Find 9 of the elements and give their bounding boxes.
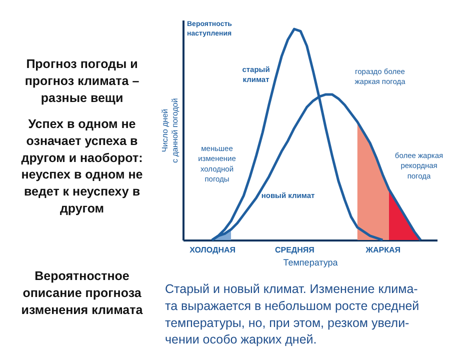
text: Вероятностное описание прогноза изменения климата (21, 269, 144, 317)
x-axis-title: Температура (283, 258, 338, 268)
text: Старый и новый климат. Изменение клима- та выражается в небольшом росте средней температуры, но, при этом, резком увели- чении особо жарких дней. (165, 282, 420, 347)
x-tick-label: ХОЛОДНАЯ (190, 246, 236, 254)
x-tick-label: СРЕДНЯЯ (274, 246, 315, 254)
text: Прогноз погоды и прогноз климата – разные вещи (24, 57, 140, 105)
x-tick-label: ЖАРКАЯ (364, 246, 401, 254)
y-axis-title: Число дней с данной погодой (160, 98, 180, 163)
text: Успех в одном не означает успеха в другом и наоборот: неуспех в одном не ведет к неуспеху в другом (21, 117, 143, 216)
